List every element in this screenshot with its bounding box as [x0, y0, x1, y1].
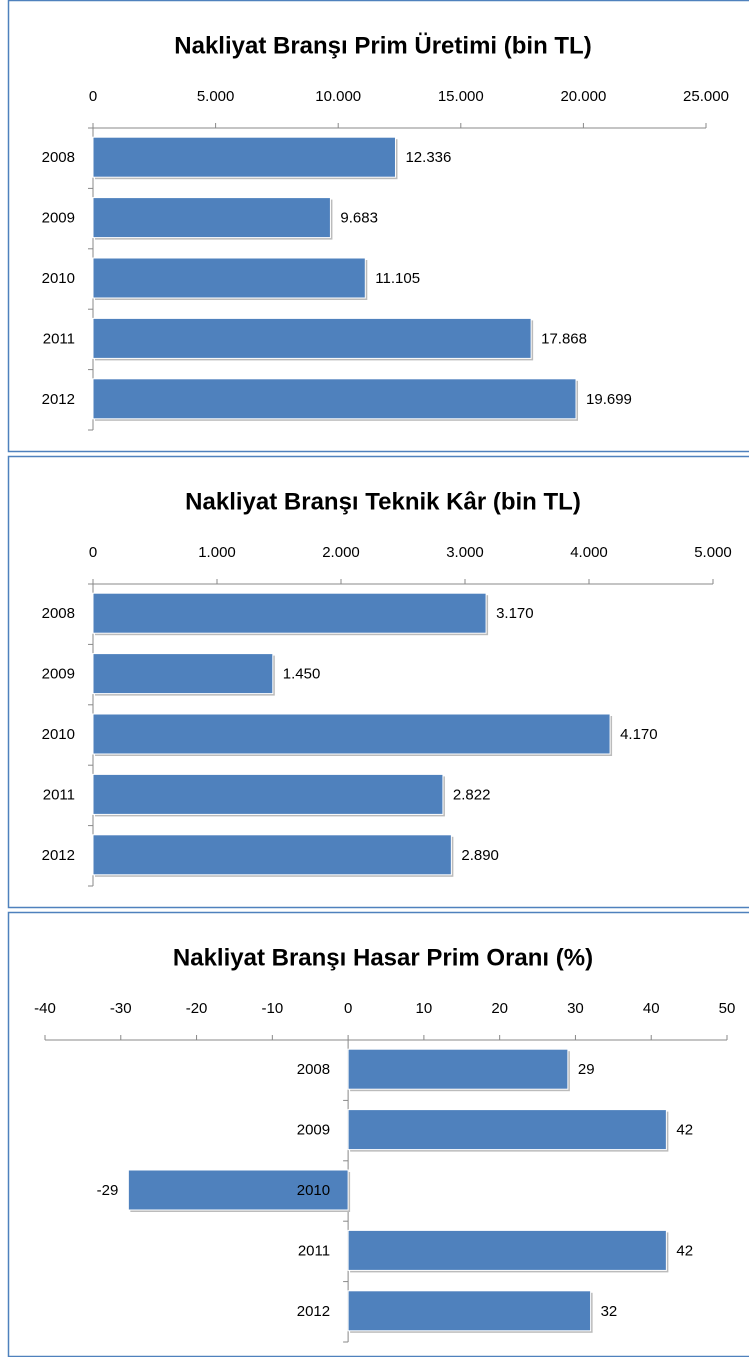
- x-tick-label: 5.000: [694, 544, 732, 561]
- y-tick-label: 2010: [297, 1182, 330, 1199]
- x-tick-label: 25.000: [683, 88, 729, 105]
- bar: [92, 317, 532, 359]
- bar: [347, 1290, 592, 1332]
- x-tick-label: 1.000: [198, 544, 236, 561]
- y-tick-label: 2008: [42, 605, 75, 622]
- y-tick-label: 2012: [42, 391, 75, 408]
- x-tick-label: 10: [416, 1000, 433, 1017]
- y-tick-label: 2010: [42, 270, 75, 287]
- y-tick-label: 2010: [42, 726, 75, 743]
- x-tick-label: 0: [89, 88, 97, 105]
- bar: [92, 773, 444, 815]
- chart-title: Nakliyat Branşı Prim Üretimi (bin TL): [174, 32, 591, 59]
- bar: [92, 713, 611, 755]
- bar: [92, 653, 274, 695]
- x-tick-label: 20: [491, 1000, 508, 1017]
- x-tick-label: 5.000: [197, 88, 235, 105]
- x-tick-label: 3.000: [446, 544, 484, 561]
- x-tick-label: -20: [186, 1000, 208, 1017]
- bar: [92, 136, 396, 178]
- data-label: 9.683: [340, 210, 378, 227]
- bar: [347, 1109, 667, 1151]
- y-tick-label: 2011: [43, 786, 75, 803]
- data-label: 29: [578, 1061, 595, 1078]
- chart-title: Nakliyat Branşı Teknik Kâr (bin TL): [185, 488, 581, 515]
- y-tick-label: 2011: [298, 1242, 330, 1259]
- data-label: 1.450: [283, 666, 321, 683]
- y-tick-label: 2011: [43, 330, 75, 347]
- x-tick-label: 20.000: [560, 88, 606, 105]
- x-tick-label: -40: [34, 1000, 56, 1017]
- data-label: 4.170: [620, 726, 658, 743]
- bar: [92, 197, 331, 239]
- x-tick-label: 4.000: [570, 544, 608, 561]
- x-tick-label: -10: [261, 1000, 283, 1017]
- data-label: 42: [676, 1242, 693, 1259]
- y-tick-label: 2012: [42, 847, 75, 864]
- x-tick-label: 30: [567, 1000, 584, 1017]
- x-tick-label: 2.000: [322, 544, 360, 561]
- data-label: 3.170: [496, 605, 534, 622]
- bar: [347, 1048, 569, 1090]
- data-label: 2.890: [461, 847, 499, 864]
- x-tick-label: -30: [110, 1000, 132, 1017]
- data-label: 11.105: [375, 270, 420, 287]
- bar: [347, 1229, 667, 1271]
- bar: [92, 834, 452, 876]
- x-tick-label: 0: [89, 544, 97, 561]
- x-tick-label: 10.000: [315, 88, 361, 105]
- y-tick-label: 2009: [297, 1122, 330, 1139]
- y-tick-label: 2012: [297, 1303, 330, 1320]
- x-tick-label: 40: [643, 1000, 660, 1017]
- x-tick-label: 50: [719, 1000, 736, 1017]
- panel-border: [7, 455, 749, 909]
- y-tick-label: 2009: [42, 210, 75, 227]
- y-tick-label: 2009: [42, 666, 75, 683]
- panel-border: [7, 0, 749, 453]
- data-label: -29: [97, 1182, 119, 1199]
- data-label: 2.822: [453, 786, 491, 803]
- data-label: 19.699: [586, 391, 632, 408]
- bar: [127, 1169, 349, 1211]
- x-tick-label: 0: [344, 1000, 352, 1017]
- data-label: 32: [601, 1303, 618, 1320]
- data-label: 12.336: [405, 149, 451, 166]
- bar: [92, 257, 366, 299]
- chart-title: Nakliyat Branşı Hasar Prim Oranı (%): [173, 944, 593, 971]
- data-label: 17.868: [541, 330, 587, 347]
- y-tick-label: 2008: [297, 1061, 330, 1078]
- bar: [92, 378, 577, 420]
- x-tick-label: 15.000: [438, 88, 484, 105]
- data-label: 42: [676, 1122, 693, 1139]
- y-tick-label: 2008: [42, 149, 75, 166]
- bar: [92, 592, 487, 634]
